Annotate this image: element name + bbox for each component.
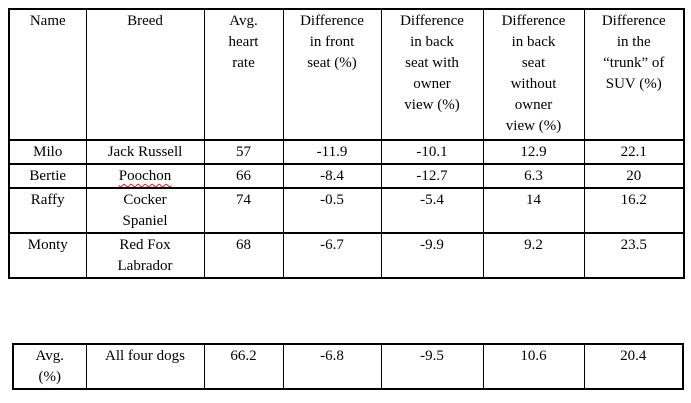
cell-back-seat-owner-view: -9.5 (380, 343, 484, 390)
cell-front-seat: -0.5 (282, 187, 382, 234)
cell-avg-heart-rate: 66 (203, 163, 284, 189)
cell-trunk: 23.5 (583, 232, 685, 279)
cell-back-seat-no-owner-view: 12.9 (482, 139, 585, 165)
header-avg-heart-rate: Avg. heart rate (203, 8, 284, 141)
table-row-bertie: Bertie Poochon 66 -8.4 -12.7 6.3 20 (8, 163, 685, 189)
misspelled-word-poochon: Poochon (118, 168, 172, 184)
cell-back-seat-no-owner-view: 10.6 (482, 343, 585, 390)
cell-breed: Red Fox Labrador (85, 232, 205, 279)
cell-name: Monty (8, 232, 87, 279)
table-row-raffy: Raffy Cocker Spaniel 74 -0.5 -5.4 14 16.… (8, 187, 685, 234)
cell-group: All four dogs (85, 343, 205, 390)
table-header-row: Name Breed Avg. heart rate Difference in… (8, 8, 685, 141)
cell-name: Milo (8, 139, 87, 165)
cell-name: Bertie (8, 163, 87, 189)
cell-trunk: 20.4 (583, 343, 684, 390)
table-row-milo: Milo Jack Russell 57 -11.9 -10.1 12.9 22… (8, 139, 685, 165)
cell-back-seat-no-owner-view: 9.2 (482, 232, 585, 279)
table-row-monty: Monty Red Fox Labrador 68 -6.7 -9.9 9.2 … (8, 232, 685, 279)
cell-avg-heart-rate: 66.2 (203, 343, 284, 390)
cell-breed: Poochon (85, 163, 205, 189)
cell-front-seat: -6.8 (282, 343, 382, 390)
cell-back-seat-owner-view: -5.4 (380, 187, 484, 234)
header-back-seat-no-owner-view: Difference in back seat without owner vi… (482, 8, 585, 141)
header-trunk: Difference in the “trunk” of SUV (%) (583, 8, 685, 141)
cell-breed: Jack Russell (85, 139, 205, 165)
header-breed: Breed (85, 8, 205, 141)
cell-name: Raffy (8, 187, 87, 234)
dog-heart-rate-table: Name Breed Avg. heart rate Difference in… (8, 8, 685, 279)
cell-front-seat: -11.9 (282, 139, 382, 165)
header-front-seat: Difference in front seat (%) (282, 8, 382, 141)
cell-trunk: 20 (583, 163, 685, 189)
cell-back-seat-owner-view: -9.9 (380, 232, 484, 279)
cell-back-seat-owner-view: -10.1 (380, 139, 484, 165)
cell-avg-heart-rate: 74 (203, 187, 284, 234)
cell-back-seat-no-owner-view: 14 (482, 187, 585, 234)
cell-front-seat: -6.7 (282, 232, 382, 279)
cell-avg-heart-rate: 57 (203, 139, 284, 165)
cell-front-seat: -8.4 (282, 163, 382, 189)
header-name: Name (8, 8, 87, 141)
cell-breed: Cocker Spaniel (85, 187, 205, 234)
cell-trunk: 22.1 (583, 139, 685, 165)
averages-summary-table: Avg. (%) All four dogs 66.2 -6.8 -9.5 10… (12, 343, 684, 390)
cell-back-seat-owner-view: -12.7 (380, 163, 484, 189)
cell-row-label: Avg. (%) (12, 343, 87, 390)
cell-avg-heart-rate: 68 (203, 232, 284, 279)
cell-back-seat-no-owner-view: 6.3 (482, 163, 585, 189)
header-back-seat-owner-view: Difference in back seat with owner view … (380, 8, 484, 141)
table-row-averages: Avg. (%) All four dogs 66.2 -6.8 -9.5 10… (12, 343, 684, 390)
cell-trunk: 16.2 (583, 187, 685, 234)
